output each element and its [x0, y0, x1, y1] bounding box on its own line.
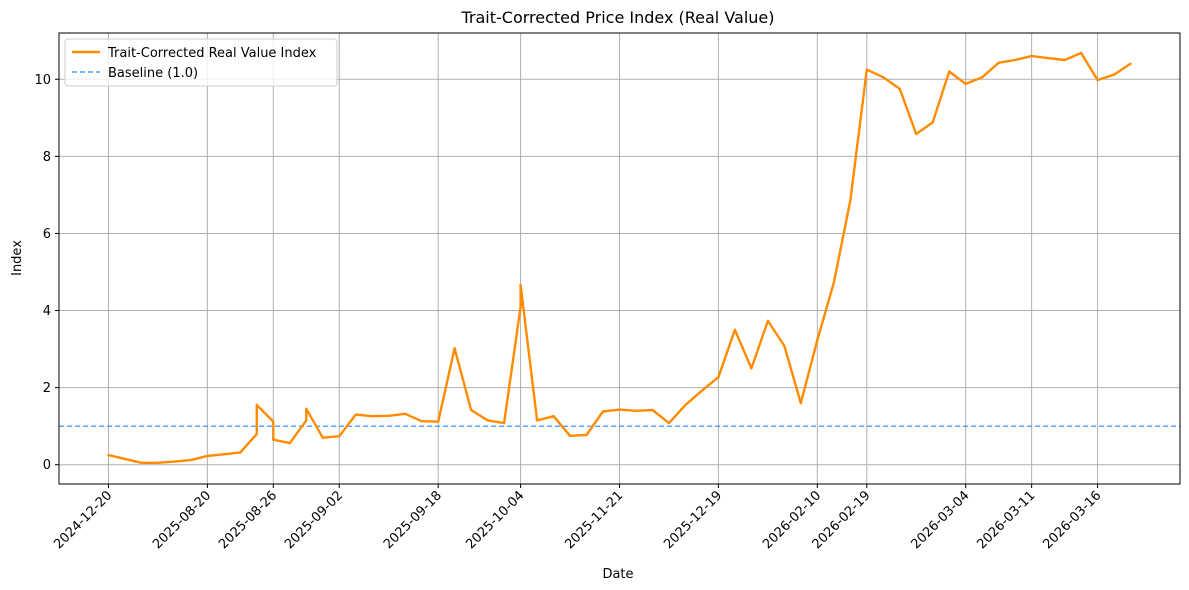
index-data-point — [305, 419, 308, 422]
index-data-point — [700, 389, 704, 392]
index-data-point — [568, 434, 572, 437]
index-data-point — [552, 415, 555, 418]
index-data-point — [272, 420, 275, 423]
index-data-point — [173, 460, 176, 463]
index-data-point — [321, 436, 324, 439]
index-data-point — [964, 82, 967, 86]
index-data-point — [1079, 51, 1083, 55]
index-data-point — [1096, 78, 1099, 82]
y-tick-label: 8 — [43, 150, 51, 165]
x-tick-label: 2025-09-18 — [381, 488, 445, 552]
y-tick-label: 10 — [34, 73, 51, 88]
index-data-point — [404, 412, 407, 415]
index-data-point — [981, 76, 984, 79]
legend-box — [64, 38, 338, 87]
index-data-point — [437, 420, 440, 423]
chart-title: Trait-Corrected Price Index (Real Value) — [460, 8, 774, 27]
index-data-point — [453, 347, 456, 350]
index-data-point — [865, 68, 868, 71]
legend-label-baseline: Baseline (1.0) — [108, 66, 198, 81]
index-data-point — [371, 415, 374, 418]
series-layer — [59, 51, 1180, 464]
index-data-point — [915, 132, 918, 136]
index-data-point — [816, 339, 819, 342]
index-data-point — [255, 432, 258, 436]
index-data-point — [799, 401, 802, 405]
index-data-point — [156, 461, 160, 464]
grid-layer — [59, 33, 1180, 484]
index-data-point — [272, 438, 275, 441]
index-data-point — [1129, 62, 1132, 65]
index-data-point — [634, 409, 638, 412]
index-data-point — [667, 421, 671, 425]
index-data-point — [354, 413, 357, 416]
index-data-point — [255, 403, 258, 407]
index-data-point — [832, 281, 835, 284]
index-data-point — [931, 121, 934, 124]
index-data-point — [618, 408, 621, 411]
x-tick-label: 2024-12-20 — [51, 488, 115, 552]
index-data-point — [717, 376, 720, 379]
index-data-point — [189, 458, 193, 462]
x-tick-label: 2026-03-16 — [1040, 488, 1104, 552]
index-data-point — [997, 61, 1000, 64]
x-axis-label: Date — [602, 567, 633, 582]
index-data-point — [239, 451, 242, 454]
index-data-point — [651, 408, 654, 412]
index-data-point — [519, 283, 522, 287]
index-data-point — [387, 414, 390, 417]
index-data-point — [733, 328, 737, 331]
index-data-point — [1063, 58, 1066, 62]
index-data-point — [469, 408, 473, 412]
index-data-point — [1013, 58, 1017, 62]
index-data-point — [783, 344, 786, 348]
index-data-point — [206, 454, 209, 458]
index-data-point — [1030, 54, 1033, 58]
y-tick-label: 2 — [43, 381, 51, 396]
x-tick-label: 2025-08-20 — [150, 488, 214, 552]
legend: Trait-Corrected Real Value Index Baselin… — [64, 38, 338, 87]
index-data-point — [948, 70, 951, 73]
index-data-point — [535, 419, 539, 422]
index-data-point — [140, 461, 143, 464]
x-tick-label: 2025-09-02 — [282, 488, 346, 552]
index-data-point — [107, 453, 110, 457]
index-data-point — [750, 367, 753, 370]
y-tick-label: 4 — [43, 304, 51, 319]
y-axis-label: Index — [10, 240, 25, 276]
x-tick-label: 2025-10-04 — [463, 488, 527, 552]
x-tick-label: 2025-08-26 — [216, 488, 280, 552]
x-tick-label: 2026-03-11 — [974, 488, 1038, 552]
x-tick-label: 2026-03-04 — [908, 488, 972, 552]
index-data-point — [849, 199, 852, 202]
index-data-point — [338, 435, 341, 438]
x-tick-label: 2025-11-21 — [562, 488, 626, 552]
legend-label-index: Trait-Corrected Real Value Index — [107, 46, 317, 61]
y-tick-label: 0 — [43, 458, 51, 473]
index-data-point — [684, 403, 687, 407]
index-data-point — [486, 419, 489, 422]
index-data-point — [601, 410, 605, 413]
index-data-point — [305, 407, 308, 410]
index-data-point — [1112, 73, 1116, 76]
index-data-point — [519, 305, 522, 308]
index-data-point — [420, 420, 423, 423]
index-data-point — [222, 453, 226, 456]
index-data-point — [898, 87, 901, 91]
index-data-point — [585, 433, 588, 437]
index-data-point — [123, 457, 127, 461]
index-data-point — [882, 76, 885, 79]
x-tick-label: 2025-12-19 — [661, 488, 725, 552]
index-data-point — [502, 421, 506, 425]
index-data-point — [288, 441, 291, 445]
index-data-point — [766, 319, 770, 323]
y-tick-label: 6 — [43, 227, 51, 242]
index-data-point — [1046, 56, 1050, 60]
